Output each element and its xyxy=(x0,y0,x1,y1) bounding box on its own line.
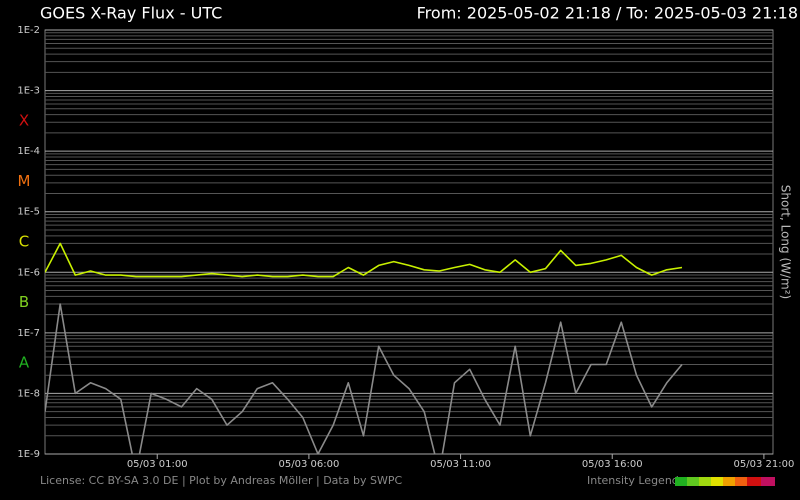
time-range: From: 2025-05-02 21:18 / To: 2025-05-03 … xyxy=(417,4,798,23)
x-tick-label: 05/03 11:00 xyxy=(430,459,491,470)
x-tick-label: 05/03 16:00 xyxy=(582,459,643,470)
series-line xyxy=(45,303,683,454)
license: License: CC BY-SA 3.0 DE | Plot by Andre… xyxy=(40,474,402,487)
y-tick-label: 1E-3 xyxy=(17,86,40,97)
intensity-legend-bar xyxy=(675,477,775,486)
flare-class-label: B xyxy=(19,293,29,311)
y-tick-label: 1E-2 xyxy=(17,25,40,36)
flare-class-label: A xyxy=(19,354,30,372)
flare-class-label: X xyxy=(19,111,29,129)
y-tick-label: 1E-5 xyxy=(17,207,40,218)
flare-class-label: C xyxy=(19,233,29,251)
plot-area xyxy=(45,242,683,454)
flare-class-label: M xyxy=(18,172,31,190)
y-tick-label: 1E-9 xyxy=(17,449,40,460)
y-tick-label: 1E-7 xyxy=(17,328,40,339)
y-tick-label: 1E-6 xyxy=(17,267,40,278)
y-tick-label: 1E-8 xyxy=(17,388,40,399)
y-axis-label: Short, Long (W/m²) xyxy=(779,185,793,299)
chart-title: GOES X-Ray Flux - UTC xyxy=(40,4,222,23)
intensity-legend-label: Intensity Legend xyxy=(587,474,679,487)
x-tick-label: 05/03 21:00 xyxy=(733,459,794,470)
x-tick-label: 05/03 06:00 xyxy=(278,459,339,470)
y-tick-label: 1E-4 xyxy=(17,146,40,157)
x-tick-label: 05/03 01:00 xyxy=(127,459,188,470)
series-line xyxy=(45,242,683,278)
